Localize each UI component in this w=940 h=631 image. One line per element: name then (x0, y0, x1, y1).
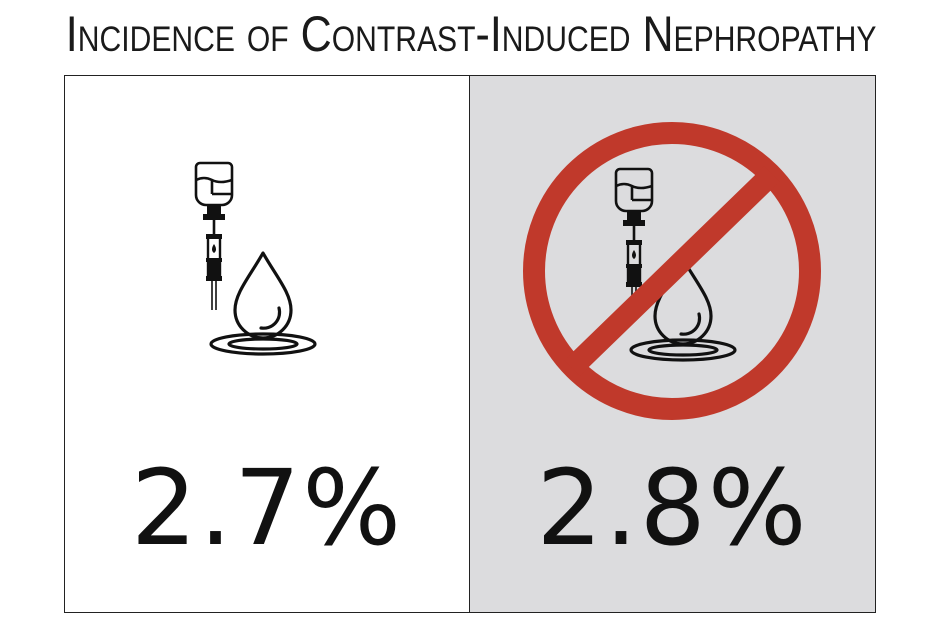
iv-contrast-drip-icon (614, 167, 737, 362)
no-contrast-value: 2.8% (536, 447, 809, 569)
comparison-panels: 2.7% (64, 75, 876, 613)
iv-contrast-drip-icon (194, 161, 317, 356)
contrast-panel: 2.7% (65, 76, 470, 612)
icon-area (65, 76, 469, 406)
contrast-value: 2.7% (130, 447, 404, 569)
icon-area (470, 76, 875, 420)
no-contrast-panel: 2.8% (470, 76, 875, 612)
prohibition-icon (523, 122, 821, 420)
page-title: Incidence of Contrast-Induced Nephropath… (65, 6, 877, 62)
